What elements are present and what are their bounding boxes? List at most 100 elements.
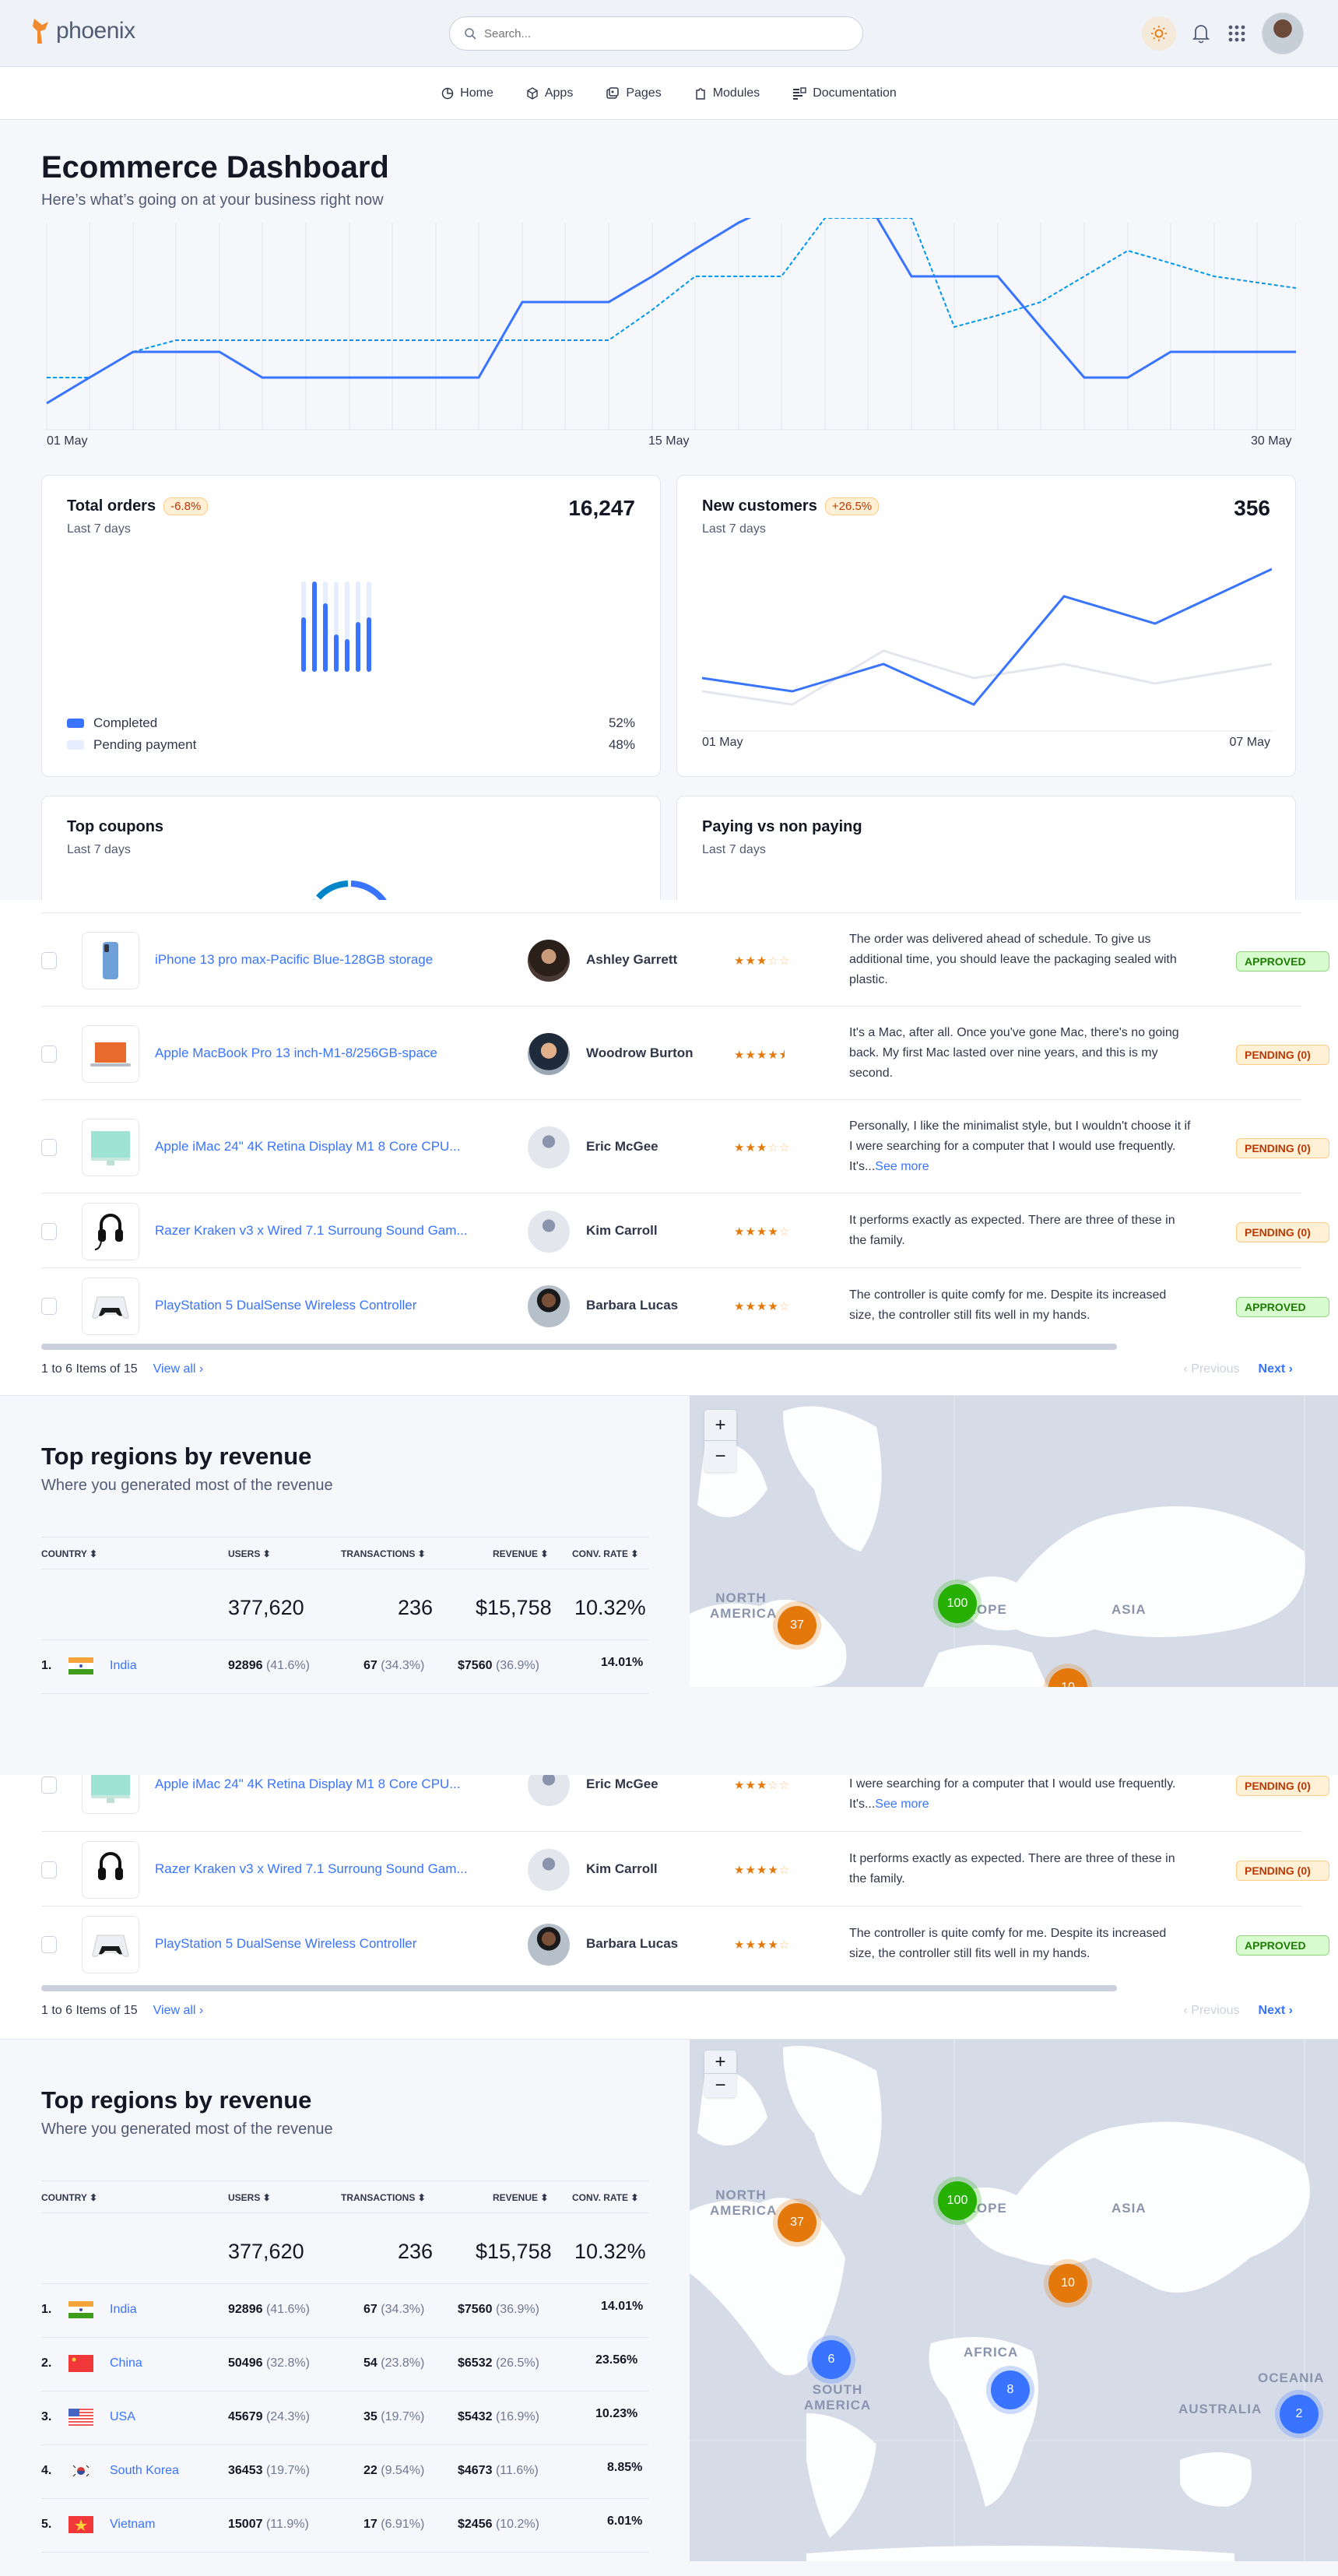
sort-country[interactable]: COUNTRY ⬍ — [41, 2192, 98, 2203]
next-page-button[interactable]: Next › — [1258, 1362, 1293, 1376]
row-checkbox[interactable] — [41, 1776, 57, 1794]
notifications-button[interactable] — [1190, 16, 1212, 51]
customer-avatar — [528, 1285, 570, 1327]
nav-apps[interactable]: Apps — [526, 86, 573, 100]
cluster-marker-oceania[interactable]: 2 — [1280, 2395, 1319, 2434]
zoom-out-button[interactable]: − — [715, 2075, 726, 2096]
regions-table: COUNTRY ⬍ USERS ⬍ TRANSACTIONS ⬍ REVENUE… — [41, 1537, 648, 1694]
sort-country[interactable]: COUNTRY ⬍ — [41, 1548, 98, 1559]
country-link[interactable]: China — [110, 2356, 142, 2370]
brand-logo[interactable]: phoenix — [31, 17, 135, 45]
horizontal-scrollbar[interactable] — [41, 1985, 1117, 1991]
map-zoom-controls: + − — [704, 2051, 736, 2097]
status-badge: PENDING (0) — [1236, 1861, 1329, 1881]
zoom-out-button[interactable]: − — [715, 1446, 726, 1467]
cluster-marker-south-america[interactable]: 6 — [812, 2340, 851, 2379]
country-link[interactable]: USA — [110, 2410, 135, 2423]
zoom-in-button[interactable]: + — [704, 1410, 736, 1441]
row-checkbox[interactable] — [41, 1223, 57, 1240]
product-link[interactable]: PlayStation 5 DualSense Wireless Control… — [155, 1298, 417, 1313]
next-page-button[interactable]: Next › — [1258, 2004, 1293, 2017]
sort-revenue[interactable]: REVENUE ⬍ — [493, 1548, 549, 1559]
view-all-link[interactable]: View all › — [153, 1362, 204, 1376]
country-link[interactable]: India — [110, 2303, 137, 2316]
star-rating: ★★★☆☆ — [734, 954, 791, 968]
see-more-link[interactable]: See more — [875, 1798, 929, 1811]
nav-documentation[interactable]: Documentation — [792, 86, 897, 100]
apps-grid-icon — [1228, 25, 1245, 42]
customers-line-chart[interactable] — [702, 561, 1272, 740]
product-link[interactable]: Apple iMac 24" 4K Retina Display M1 8 Co… — [155, 1139, 461, 1154]
totals-row: 377,620 236 $15,758 10.32% — [41, 1569, 648, 1640]
cluster-marker-north-america[interactable]: 37 — [778, 2203, 816, 2242]
product-link[interactable]: iPhone 13 pro max-Pacific Blue-128GB sto… — [155, 952, 434, 967]
sort-conv-rate[interactable]: CONV. RATE ⬍ — [572, 1548, 639, 1559]
india-flag-icon — [68, 1657, 93, 1675]
product-link[interactable]: PlayStation 5 DualSense Wireless Control… — [155, 1936, 417, 1951]
sales-line-chart[interactable] — [41, 201, 1297, 452]
regions-table: COUNTRY ⬍ USERS ⬍ TRANSACTIONS ⬍ REVENUE… — [41, 2181, 648, 2553]
nav-pages-label: Pages — [626, 86, 662, 100]
chart-x-label-3: 30 May — [1251, 434, 1292, 448]
user-avatar[interactable] — [1262, 12, 1304, 54]
sort-transactions[interactable]: TRANSACTIONS ⬍ — [341, 2192, 426, 2203]
see-more-link[interactable]: See more — [875, 1160, 929, 1173]
top-regions-section-full: Top regions by revenue Where you generat… — [0, 2039, 1338, 2576]
customer-name: Kim Carroll — [586, 1223, 658, 1238]
product-link[interactable]: Apple iMac 24" 4K Retina Display M1 8 Co… — [155, 1776, 461, 1791]
search-input[interactable] — [484, 26, 795, 40]
horizontal-scrollbar[interactable] — [41, 1344, 1117, 1350]
table-row: iPhone 13 pro max-Pacific Blue-128GB sto… — [41, 912, 1329, 1006]
product-link[interactable]: Razer Kraken v3 x Wired 7.1 Surroung Sou… — [155, 1223, 468, 1238]
customer-avatar-placeholder — [528, 1849, 570, 1891]
sort-conv-rate[interactable]: CONV. RATE ⬍ — [572, 2192, 639, 2203]
country-link[interactable]: Vietnam — [110, 2518, 156, 2531]
sort-users[interactable]: USERS ⬍ — [228, 1548, 271, 1559]
country-link[interactable]: South Korea — [110, 2464, 179, 2477]
row-checkbox[interactable] — [41, 1936, 57, 1953]
apps-menu-button[interactable] — [1226, 16, 1248, 51]
nav-home[interactable]: Home — [441, 86, 493, 100]
nav-pages[interactable]: Pages — [606, 86, 662, 100]
sort-users[interactable]: USERS ⬍ — [228, 2192, 271, 2203]
table-row: 1. India 92896 (41.6%) 67 (34.3%) $7560 … — [41, 1640, 648, 1694]
product-link[interactable]: Razer Kraken v3 x Wired 7.1 Surroung Sou… — [155, 1861, 468, 1876]
nav-modules[interactable]: Modules — [694, 86, 760, 100]
customer-avatar-placeholder — [528, 1775, 570, 1806]
product-link[interactable]: Apple MacBook Pro 13 inch-M1-8/256GB-spa… — [155, 1046, 437, 1060]
table-row: Razer Kraken v3 x Wired 7.1 Surroung Sou… — [41, 1831, 1329, 1906]
sort-transactions[interactable]: TRANSACTIONS ⬍ — [341, 1548, 426, 1559]
previous-page-button[interactable]: ‹ Previous — [1183, 2004, 1240, 2017]
world-map[interactable]: + − NORTH AMERICA EUROPE ASIA 37 100 10 — [690, 1396, 1338, 1687]
previous-page-button[interactable]: ‹ Previous — [1183, 1362, 1240, 1376]
row-checkbox[interactable] — [41, 952, 57, 969]
product-thumbnail — [82, 1277, 139, 1335]
chart-x-label-1: 01 May — [47, 434, 88, 448]
zoom-in-button[interactable]: + — [704, 2051, 736, 2074]
phoenix-logo-icon — [33, 19, 48, 44]
row-checkbox[interactable] — [41, 1298, 57, 1315]
nav-home-label: Home — [460, 86, 493, 100]
cluster-marker-europe[interactable]: 100 — [938, 2181, 977, 2220]
cluster-marker-north-america[interactable]: 37 — [778, 1606, 816, 1645]
sort-revenue[interactable]: REVENUE ⬍ — [493, 2192, 549, 2203]
row-checkbox[interactable] — [41, 1861, 57, 1878]
search-box[interactable] — [449, 16, 863, 51]
india-flag-icon — [68, 2301, 93, 2318]
cluster-marker-europe[interactable]: 100 — [938, 1584, 977, 1623]
row-checkbox[interactable] — [41, 1139, 57, 1156]
star-rating: ★★★☆☆ — [734, 1141, 791, 1154]
country-link[interactable]: India — [110, 1659, 137, 1672]
world-map[interactable]: + − NORTH AMERICA EUROPE ASIA AFRICA SOU… — [690, 2040, 1338, 2561]
orders-bar-chart[interactable] — [299, 581, 408, 674]
row-checkbox[interactable] — [41, 1046, 57, 1063]
cluster-marker-africa[interactable]: 8 — [991, 2370, 1030, 2409]
view-all-link[interactable]: View all › — [153, 2004, 204, 2017]
theme-toggle-button[interactable] — [1142, 16, 1176, 51]
review-text: Personally, I like the minimalist style,… — [849, 1119, 1191, 1173]
label-north-america: NORTH AMERICA — [710, 2188, 778, 2218]
total-orders-value: 16,247 — [568, 496, 635, 520]
table-row: 3. USA 45679 (24.3%) 35 (19.7%) $5432 (1… — [41, 2391, 648, 2445]
cluster-marker-asia[interactable]: 10 — [1048, 2264, 1087, 2303]
status-badge: PENDING (0) — [1236, 1776, 1329, 1796]
